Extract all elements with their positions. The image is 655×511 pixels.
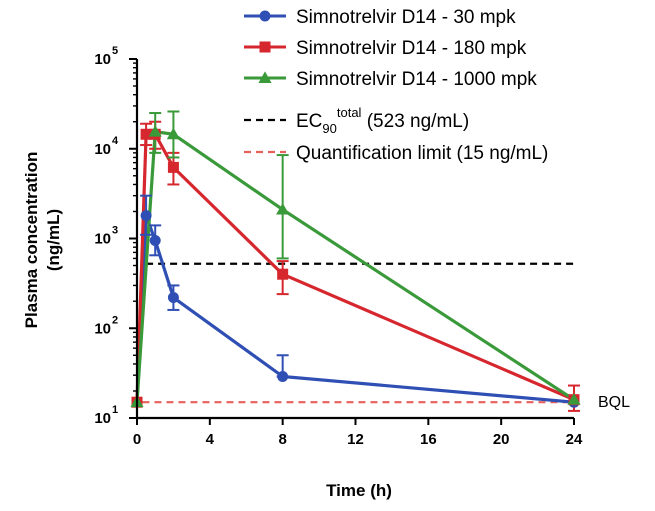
legend-label-series-2: Simnotrelvir D14 - 180 mpk xyxy=(296,38,527,59)
y-axis-title-line1: Plasma concentration xyxy=(22,152,41,329)
x-tick-label: 0 xyxy=(133,431,141,448)
series-line-2 xyxy=(135,132,575,403)
legend-label-quantification-limit: Quantification limit (15 ng/mL) xyxy=(296,143,548,164)
markers-group xyxy=(130,125,581,408)
x-tick-label: 20 xyxy=(493,431,510,448)
legend-label-series-1: Simnotrelvir D14 - 30 mpk xyxy=(296,7,516,28)
series-line-1 xyxy=(135,213,575,404)
y-axis-title: Plasma concentration (ng/mL) xyxy=(22,152,63,329)
y-axis-title-line2: (ng/mL) xyxy=(44,209,63,271)
data-point-series-3 xyxy=(166,127,181,140)
series-lines-group xyxy=(135,130,575,404)
legend: Simnotrelvir D14 - 30 mpk Simnotrelvir D1… xyxy=(244,7,548,164)
y-tick-label: 10 xyxy=(94,51,111,68)
bql-annotation: BQL xyxy=(598,394,630,411)
data-point-series-1 xyxy=(167,292,179,304)
series-line-3 xyxy=(135,130,575,403)
y-tick-exponent: 5 xyxy=(112,45,118,57)
x-tick-label: 24 xyxy=(566,431,583,448)
x-axis-title: Time (h) xyxy=(326,481,392,500)
legend-marker-series-3 xyxy=(258,71,272,83)
legend-label-series-3: Simnotrelvir D14 - 1000 mpk xyxy=(296,69,537,90)
y-tick-exponent: 1 xyxy=(112,404,118,416)
x-tick-label: 12 xyxy=(347,431,364,448)
y-tick-label: 10 xyxy=(94,231,111,248)
y-tick-label: 10 xyxy=(94,141,111,158)
x-tick-label: 8 xyxy=(278,431,286,448)
data-point-series-3 xyxy=(567,393,581,405)
data-point-series-1 xyxy=(140,210,152,222)
data-point-series-3 xyxy=(276,202,290,215)
legend-marker-series-2 xyxy=(259,41,271,53)
data-point-series-1 xyxy=(277,370,289,382)
legend-label-ec90: EC90total (523 ng/mL) xyxy=(296,105,469,136)
x-tick-label: 4 xyxy=(206,431,215,448)
y-tick-label: 10 xyxy=(94,410,111,427)
y-tick-exponent: 2 xyxy=(112,314,118,326)
legend-marker-series-1 xyxy=(259,10,271,22)
y-tick-exponent: 4 xyxy=(112,135,119,147)
y-tick-exponent: 3 xyxy=(112,225,118,237)
data-point-series-2 xyxy=(140,128,152,140)
data-point-series-3 xyxy=(148,125,162,137)
data-point-series-2 xyxy=(277,268,289,280)
y-tick-label: 10 xyxy=(94,320,111,337)
x-tick-label: 16 xyxy=(420,431,437,448)
data-point-series-2 xyxy=(167,161,179,173)
data-point-series-1 xyxy=(149,234,161,246)
